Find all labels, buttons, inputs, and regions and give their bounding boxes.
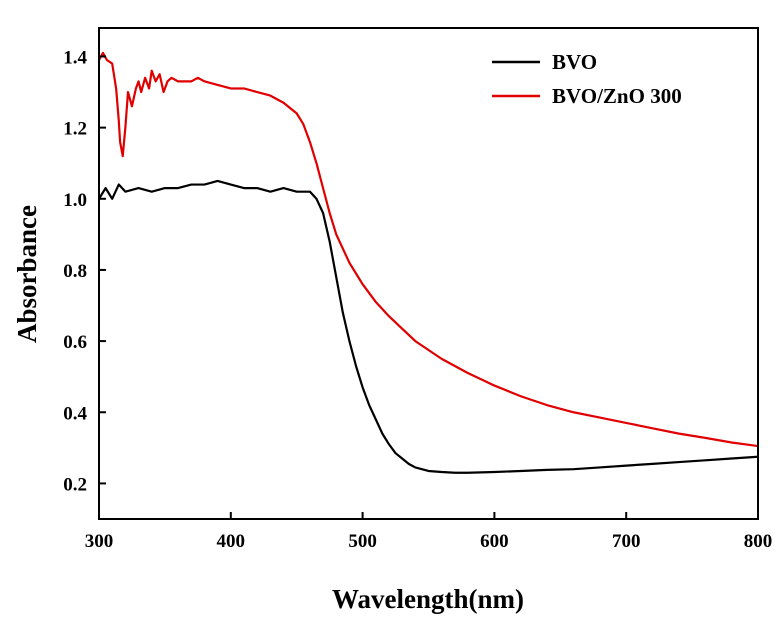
- y-axis-title: Absorbance: [12, 205, 42, 343]
- x-tick-label: 700: [612, 531, 641, 552]
- x-tick-label: 300: [85, 531, 114, 552]
- y-tick-label: 1.2: [63, 119, 87, 140]
- series-line-bvo-zno-300: [98, 51, 759, 448]
- x-tick-label: 400: [217, 531, 246, 552]
- x-tick-label: 800: [744, 531, 773, 552]
- plot-series-group: [98, 51, 759, 474]
- y-tick-label: 1.0: [63, 190, 87, 211]
- legend-label: BVO: [552, 50, 597, 74]
- series-line-bvo: [98, 179, 759, 474]
- y-tick-label: 0.8: [63, 261, 87, 282]
- y-tick-label: 1.4: [63, 47, 87, 68]
- y-tick-label: 0.4: [63, 403, 87, 424]
- plot-frame: [98, 27, 759, 520]
- x-tick-label: 600: [480, 531, 509, 552]
- legend: BVO BVO/ZnO 300: [492, 50, 682, 108]
- axis-ticks-group: 300 400 500 600 700 800 0.2 0.4 0.6 0.8 1.0 1.2 1.4: [63, 47, 772, 552]
- legend-label: BVO/ZnO 300: [552, 84, 682, 108]
- x-axis-title: Wavelength(nm): [332, 584, 524, 614]
- x-tick-label: 500: [348, 531, 377, 552]
- y-tick-label: 0.2: [63, 474, 87, 495]
- y-tick-label: 0.6: [63, 332, 87, 353]
